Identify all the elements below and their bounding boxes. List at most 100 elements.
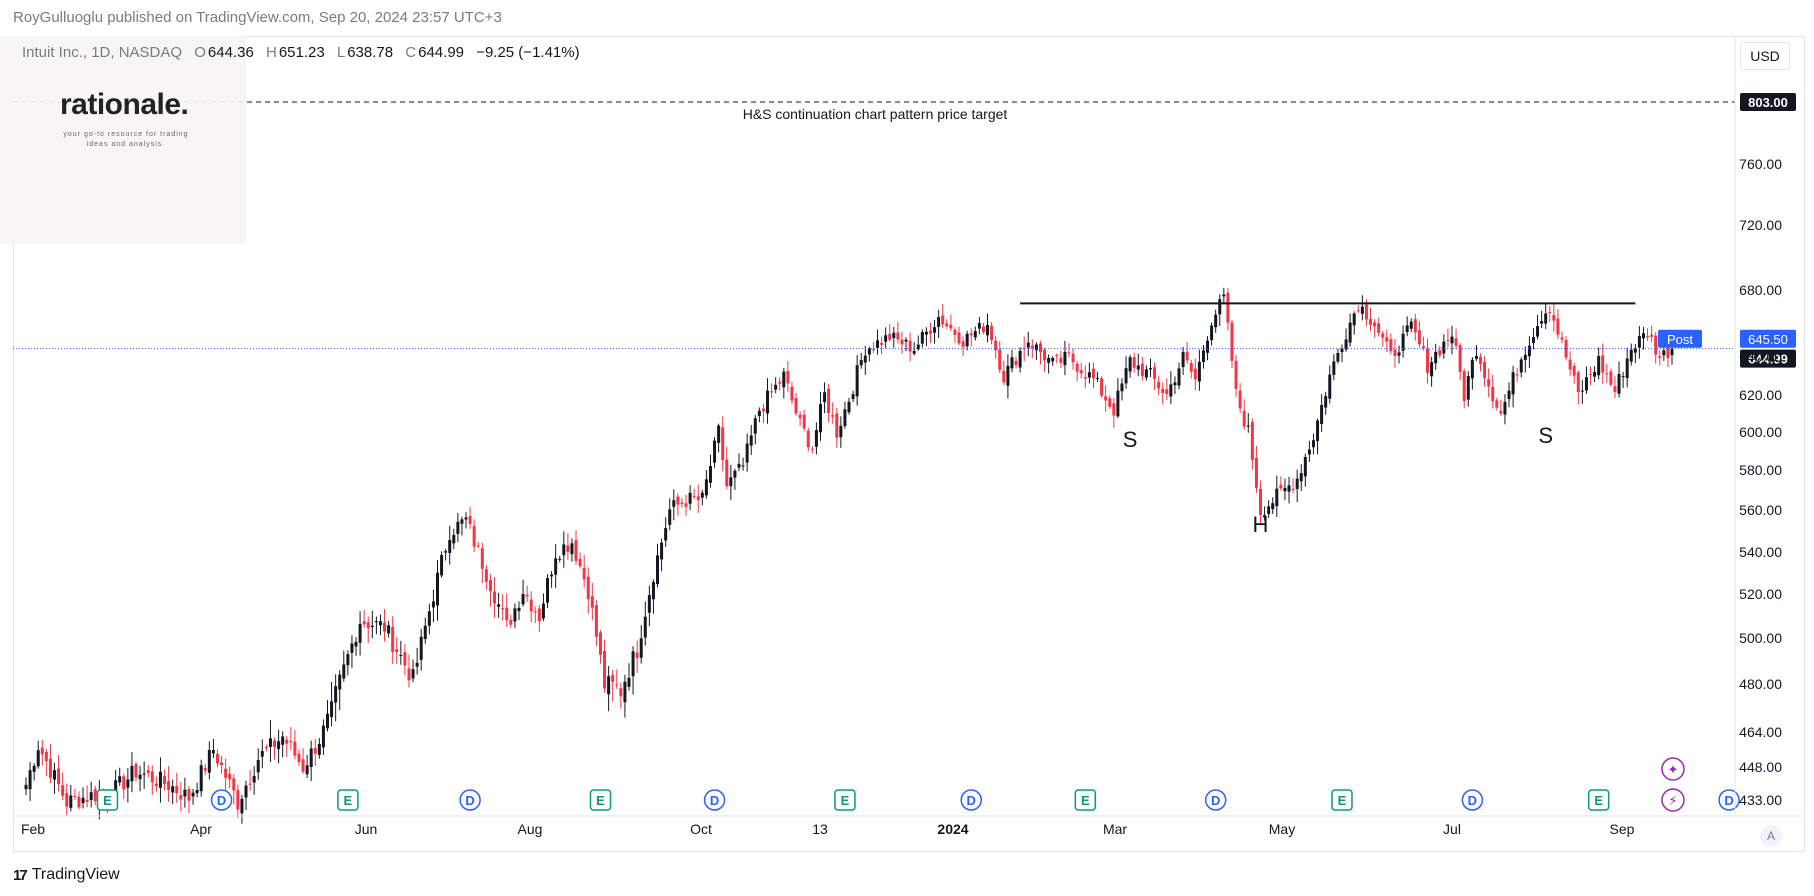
candle: [1120, 378, 1124, 401]
candle: [672, 489, 676, 521]
candle-body: [1124, 368, 1128, 384]
earnings-icon: [1587, 789, 1610, 811]
candle-body: [268, 738, 272, 747]
candle: [1275, 475, 1279, 518]
candle: [647, 585, 651, 627]
candle-body: [436, 572, 439, 606]
candle-body: [452, 534, 456, 544]
candle-body: [586, 576, 590, 600]
candle: [810, 446, 814, 454]
candle: [252, 766, 256, 795]
candle-body: [994, 340, 998, 351]
x-tick-label: Aug: [518, 821, 543, 837]
candle: [664, 517, 668, 548]
candle: [957, 326, 961, 346]
candle: [688, 485, 692, 511]
candle: [1479, 353, 1483, 372]
candle: [415, 647, 419, 675]
candle-body: [1544, 313, 1548, 324]
candle-body: [1373, 322, 1377, 327]
price-lines: H&S continuation chart pattern price tar…: [13, 93, 1796, 368]
candle-body: [1144, 369, 1148, 378]
candle: [1059, 350, 1063, 368]
candle-body: [93, 789, 97, 802]
candle-body: [1650, 334, 1654, 337]
candle-body: [346, 654, 350, 666]
candle: [1434, 343, 1438, 370]
candle-body: [949, 324, 953, 329]
candle-body: [1389, 339, 1393, 352]
candle-body: [378, 621, 382, 626]
candle-body: [1340, 348, 1344, 353]
candle-body: [1360, 306, 1364, 314]
candle-body: [1629, 349, 1633, 362]
change-value: −9.25 (−1.41%): [476, 44, 580, 61]
symbol-label[interactable]: Intuit Inc., 1D, NASDAQ: [22, 44, 183, 61]
candle: [904, 337, 908, 352]
candle: [256, 748, 260, 780]
candle: [460, 516, 464, 536]
candle: [297, 749, 301, 767]
low-label: L: [336, 44, 346, 61]
candle: [1165, 378, 1169, 400]
candle-body: [1238, 390, 1242, 409]
candle-body: [1034, 344, 1038, 351]
candle-body: [138, 774, 142, 780]
candle: [1047, 354, 1051, 374]
candle: [448, 525, 452, 565]
candle: [1242, 399, 1246, 430]
candle-body: [36, 750, 40, 767]
candle: [513, 603, 517, 629]
candle-body: [1495, 400, 1499, 408]
earnings-marker: E: [589, 789, 612, 811]
candle-body: [827, 388, 831, 414]
candle-body: [598, 632, 602, 655]
candle-body: [1153, 367, 1157, 379]
candle: [383, 609, 387, 642]
candle-body: [1100, 378, 1104, 396]
candle: [444, 548, 448, 561]
candle-body: [859, 360, 863, 366]
candle: [1254, 446, 1258, 494]
candle: [423, 617, 427, 644]
candle-body: [248, 783, 252, 785]
candle-body: [158, 771, 162, 788]
candle-body: [660, 542, 664, 560]
candle: [1560, 331, 1564, 344]
price-target-badge: [1740, 93, 1796, 111]
currency-button[interactable]: USD: [1740, 42, 1790, 70]
candle-body: [1348, 322, 1352, 343]
candle: [741, 457, 745, 471]
x-tick-label: Sep: [1610, 821, 1635, 837]
earnings-letter: E: [1338, 793, 1347, 808]
candle: [1544, 302, 1548, 329]
candle: [806, 427, 810, 452]
candle-body: [350, 643, 354, 653]
candle: [598, 630, 602, 664]
candle-body: [1234, 360, 1238, 389]
candle: [843, 401, 847, 429]
candle: [774, 377, 778, 394]
candle-body: [582, 568, 586, 580]
candle: [366, 616, 370, 643]
candle: [558, 555, 562, 563]
earnings-marker: E: [96, 789, 119, 811]
candle-body: [847, 401, 851, 413]
candle-body: [1409, 321, 1413, 329]
candle: [1536, 314, 1540, 340]
candle-body: [1161, 388, 1165, 394]
candle-body: [61, 785, 65, 796]
candle-body: [1165, 389, 1169, 395]
candle-body: [607, 676, 611, 695]
x-tick-label: Jun: [355, 821, 378, 837]
candle-body: [191, 792, 195, 797]
candle: [431, 589, 435, 622]
auto-scale-button[interactable]: A: [1760, 825, 1782, 847]
candle: [1153, 362, 1157, 390]
candle: [782, 367, 786, 399]
candle: [505, 593, 509, 628]
candle: [704, 470, 708, 499]
dividend-icon: [1461, 789, 1484, 811]
candle: [729, 464, 733, 500]
